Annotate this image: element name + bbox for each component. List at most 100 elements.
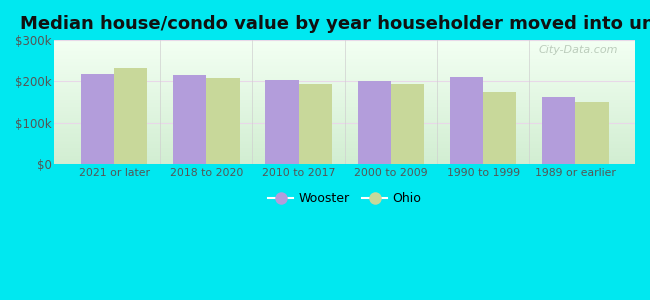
Bar bbox=[55, 148, 635, 149]
Bar bbox=[55, 142, 635, 143]
Bar bbox=[55, 49, 635, 50]
Bar bbox=[55, 81, 635, 82]
Bar bbox=[55, 94, 635, 95]
Bar bbox=[55, 80, 635, 81]
Bar bbox=[55, 154, 635, 155]
Bar bbox=[55, 70, 635, 71]
Bar bbox=[55, 64, 635, 65]
Bar bbox=[55, 155, 635, 157]
Bar bbox=[55, 126, 635, 127]
Bar bbox=[55, 122, 635, 123]
Bar bbox=[55, 141, 635, 142]
Bar bbox=[114, 68, 148, 164]
Bar bbox=[55, 117, 635, 118]
Bar bbox=[55, 106, 635, 107]
Bar bbox=[55, 149, 635, 151]
Bar bbox=[55, 46, 635, 48]
Bar bbox=[55, 54, 635, 55]
Bar bbox=[55, 116, 635, 117]
Bar bbox=[55, 158, 635, 159]
Bar bbox=[55, 132, 635, 133]
Bar bbox=[55, 74, 635, 75]
Bar bbox=[575, 102, 608, 164]
Bar bbox=[55, 96, 635, 97]
Bar bbox=[55, 86, 635, 87]
Bar bbox=[55, 130, 635, 131]
Bar bbox=[265, 80, 298, 164]
Bar bbox=[55, 43, 635, 44]
Bar bbox=[55, 84, 635, 85]
Bar bbox=[55, 98, 635, 100]
Bar bbox=[55, 137, 635, 138]
Bar bbox=[55, 110, 635, 111]
Bar bbox=[55, 100, 635, 101]
Bar bbox=[55, 65, 635, 66]
Bar bbox=[55, 136, 635, 137]
Bar bbox=[298, 84, 332, 164]
Bar bbox=[55, 152, 635, 153]
Bar bbox=[55, 140, 635, 141]
Bar bbox=[55, 127, 635, 128]
Bar bbox=[55, 138, 635, 140]
Bar bbox=[55, 58, 635, 59]
Bar bbox=[55, 79, 635, 80]
Bar bbox=[55, 62, 635, 64]
Bar bbox=[391, 84, 424, 164]
Legend: Wooster, Ohio: Wooster, Ohio bbox=[263, 187, 426, 210]
Bar bbox=[55, 146, 635, 147]
Bar bbox=[55, 131, 635, 132]
Bar bbox=[173, 75, 206, 164]
Bar bbox=[55, 119, 635, 121]
Text: City-Data.com: City-Data.com bbox=[538, 45, 617, 55]
Bar bbox=[55, 118, 635, 119]
Bar bbox=[55, 59, 635, 60]
Bar bbox=[542, 97, 575, 164]
Bar bbox=[55, 115, 635, 116]
Bar bbox=[55, 55, 635, 56]
Bar bbox=[55, 105, 635, 106]
Bar bbox=[55, 124, 635, 126]
Bar bbox=[55, 128, 635, 130]
Bar bbox=[55, 50, 635, 51]
Bar bbox=[55, 45, 635, 46]
Bar bbox=[55, 88, 635, 90]
Bar bbox=[55, 123, 635, 124]
Bar bbox=[55, 87, 635, 88]
Bar bbox=[55, 121, 635, 122]
Bar bbox=[55, 147, 635, 148]
Bar bbox=[55, 56, 635, 58]
Bar bbox=[55, 157, 635, 158]
Bar bbox=[55, 159, 635, 160]
Bar bbox=[55, 144, 635, 145]
Bar bbox=[81, 74, 114, 164]
Bar bbox=[55, 48, 635, 49]
Bar bbox=[55, 91, 635, 92]
Bar bbox=[55, 66, 635, 68]
Bar bbox=[55, 113, 635, 115]
Bar bbox=[55, 76, 635, 77]
Bar bbox=[55, 41, 635, 43]
Bar bbox=[55, 108, 635, 110]
Bar bbox=[55, 69, 635, 70]
Bar bbox=[55, 143, 635, 144]
Bar bbox=[55, 133, 635, 134]
Bar bbox=[55, 77, 635, 79]
Bar bbox=[55, 75, 635, 76]
Bar bbox=[55, 134, 635, 136]
Bar bbox=[55, 103, 635, 105]
Bar bbox=[55, 44, 635, 45]
Bar bbox=[206, 78, 239, 164]
Bar bbox=[55, 153, 635, 154]
Title: Median house/condo value by year householder moved into unit: Median house/condo value by year househo… bbox=[20, 15, 650, 33]
Bar bbox=[55, 112, 635, 113]
Bar bbox=[55, 51, 635, 52]
Bar bbox=[55, 160, 635, 162]
Bar bbox=[55, 151, 635, 152]
Bar bbox=[55, 107, 635, 108]
Bar bbox=[483, 92, 516, 164]
Bar bbox=[55, 61, 635, 62]
Bar bbox=[55, 162, 635, 163]
Bar bbox=[55, 60, 635, 61]
Bar bbox=[55, 40, 635, 41]
Bar bbox=[55, 163, 635, 164]
